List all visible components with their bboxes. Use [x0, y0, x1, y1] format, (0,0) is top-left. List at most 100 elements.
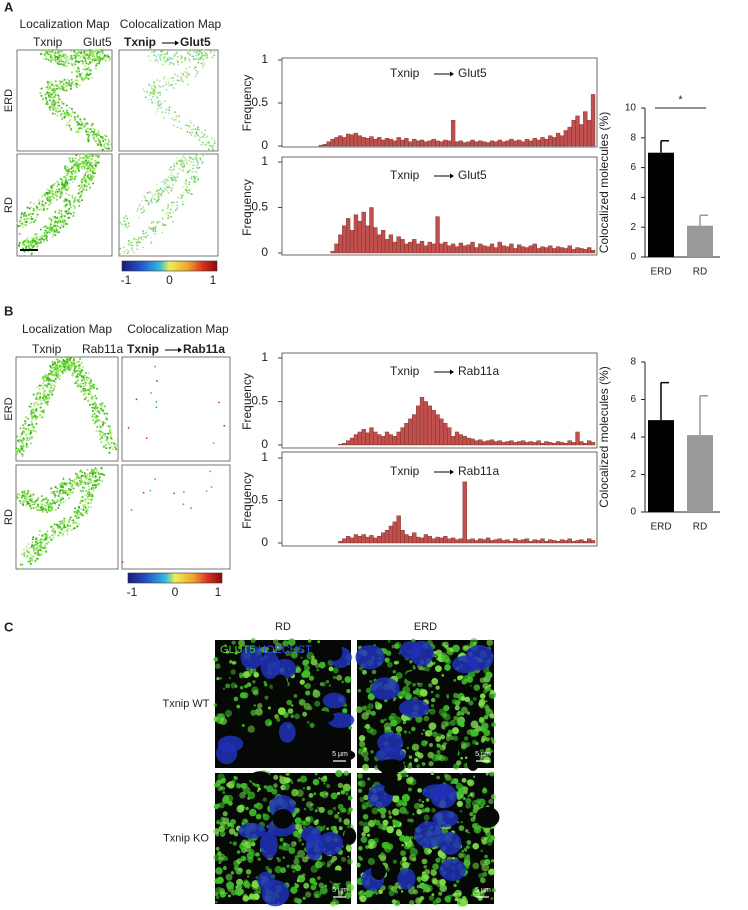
map-dot	[149, 60, 151, 62]
bar	[432, 410, 436, 445]
map-dot	[45, 374, 47, 376]
map-dot	[96, 468, 98, 470]
map-dot	[177, 56, 179, 58]
bar	[517, 245, 521, 253]
map-dot	[131, 247, 133, 249]
map-dot	[84, 472, 86, 474]
bar	[579, 442, 583, 445]
green-signal	[408, 731, 410, 733]
green-signal	[277, 857, 279, 859]
bar	[560, 248, 564, 253]
map-dot	[73, 522, 75, 524]
map-dot	[213, 54, 215, 56]
bar	[338, 136, 342, 146]
green-signal	[226, 783, 230, 787]
map-dot	[102, 140, 104, 142]
bar	[443, 536, 447, 543]
map-dot	[61, 51, 63, 53]
map-dot	[53, 233, 55, 235]
map-dot	[81, 514, 83, 516]
map-dot	[78, 68, 80, 70]
row-label: ERD	[3, 89, 15, 112]
map-dot	[92, 155, 94, 157]
map-dot	[150, 242, 152, 244]
bar	[533, 244, 537, 253]
map-dot	[165, 213, 167, 215]
bar	[377, 435, 381, 445]
map-dot	[80, 194, 82, 196]
green-signal	[225, 683, 230, 688]
map-dot	[98, 139, 100, 141]
map-dot	[83, 162, 85, 164]
green-signal	[257, 857, 261, 861]
map-dot	[58, 209, 60, 211]
green-signal	[315, 773, 318, 776]
map-dot	[50, 54, 52, 56]
green-signal	[220, 831, 226, 837]
green-signal	[247, 857, 253, 863]
map-dot	[129, 244, 131, 246]
map-dot	[146, 200, 148, 202]
green-signal	[414, 758, 418, 762]
map-dot	[161, 111, 163, 113]
map-dot	[176, 161, 178, 163]
map-dot	[52, 112, 54, 114]
map-dot	[104, 55, 106, 57]
map-dot	[36, 246, 38, 248]
map-dot	[43, 409, 45, 411]
map-dot	[183, 491, 185, 493]
map-dot	[141, 200, 143, 202]
map-dot	[46, 99, 48, 101]
bar	[428, 242, 432, 253]
map-dot	[81, 168, 83, 170]
map-dot	[58, 105, 60, 107]
map-dot	[48, 204, 50, 206]
map-dot	[195, 176, 197, 178]
map-dot	[25, 504, 27, 506]
map-dot	[136, 210, 138, 212]
green-signal	[412, 813, 414, 815]
map-dot	[185, 189, 187, 191]
green-signal	[286, 700, 292, 706]
map-dot	[28, 214, 30, 216]
map-dot	[28, 561, 30, 563]
nucleus	[257, 872, 275, 889]
bar	[583, 541, 587, 543]
map-dot	[166, 207, 168, 209]
bar	[486, 143, 490, 146]
green-signal	[240, 686, 244, 690]
map-dot	[185, 124, 187, 126]
bar	[362, 137, 366, 146]
map-dot	[40, 403, 42, 405]
green-signal	[303, 787, 305, 789]
green-signal	[291, 704, 293, 706]
green-signal	[359, 740, 361, 742]
map-dot	[151, 221, 153, 223]
map-dot	[87, 389, 89, 391]
green-signal	[317, 876, 321, 880]
map-dot	[67, 520, 69, 522]
bar	[494, 142, 498, 146]
map-dot	[172, 169, 174, 171]
green-signal	[348, 796, 353, 801]
bar	[373, 432, 377, 445]
map-dot	[81, 162, 83, 164]
green-signal	[345, 792, 349, 796]
y-tick-label: 6	[630, 394, 636, 405]
map-dot	[40, 549, 42, 551]
map-dot	[61, 183, 63, 185]
green-signal	[274, 714, 279, 719]
map-dot	[109, 425, 111, 427]
map-dot	[177, 51, 179, 53]
map-dot	[79, 75, 81, 77]
map-dot	[150, 392, 152, 394]
bar	[474, 540, 478, 543]
green-signal	[429, 708, 435, 714]
green-signal	[488, 869, 495, 876]
map-dot	[81, 122, 83, 124]
map-dot	[33, 556, 35, 558]
map-dot	[57, 62, 59, 64]
map-dot	[86, 122, 88, 124]
map-dot	[205, 137, 207, 139]
map-dot	[108, 140, 110, 142]
